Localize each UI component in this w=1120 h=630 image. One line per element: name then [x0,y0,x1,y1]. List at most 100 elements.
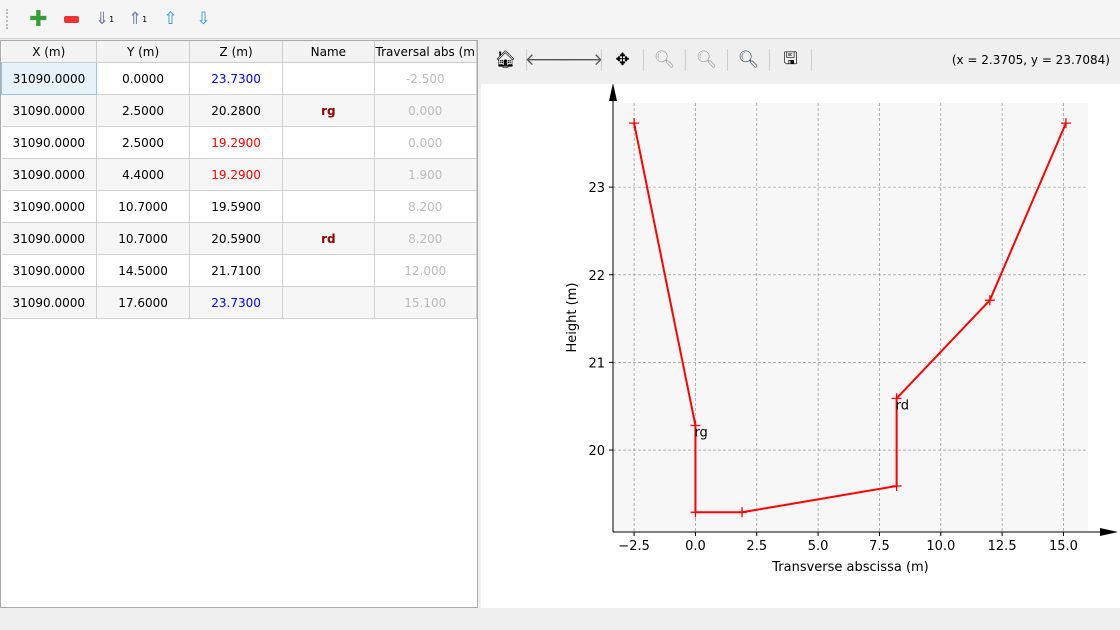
table-cell[interactable]: rg [282,94,375,127]
zoom-icon[interactable]: 🔍︎ [653,50,676,70]
table-cell[interactable]: 1.900 [374,158,478,191]
table-cell[interactable]: 4.4000 [96,158,191,191]
table-cell[interactable]: 0.000 [374,94,478,127]
table-cell[interactable]: 23.7300 [189,286,284,319]
table-row[interactable]: 31090.0000 10.7000 20.5900 rd 8.200 [1,222,478,255]
x-axis-arrow-icon [1100,528,1118,536]
table-cell[interactable]: 12.000 [374,254,478,287]
table-cell[interactable]: 19.2900 [189,158,284,191]
y-axis-arrow-icon [609,84,617,101]
table-cell[interactable]: 2.5000 [96,94,191,127]
table-cell[interactable]: 31090.0000 [1,126,98,159]
x-axis-label: Transverse abscissa (m) [771,560,929,575]
table-toolbar: ✚ ⇓ 1 ⇑ 1 ⇧ ⇩ [0,0,1120,39]
sort-descending-icon[interactable]: ⇑ 1 [127,9,148,29]
table-cell[interactable]: 31090.0000 [1,94,98,127]
table-cell[interactable]: 0.000 [374,126,478,159]
sort-ascending-icon[interactable]: ⇓ 1 [94,9,115,29]
plot-canvas[interactable]: −2.5 0.0 2.5 5.0 7.5 10.0 12.5 15.0 20 21 22 23 Tran… [481,84,1120,608]
points-table: X (m) Y (m) Z (m) Name Traversal abs (m 3109… [0,40,478,608]
table-cell[interactable]: 21.7100 [189,254,284,287]
table-cell[interactable]: rd [282,222,375,255]
table-cell[interactable]: 19.5900 [189,190,284,223]
forward-arrow-icon[interactable]: 🡒 [557,50,604,70]
table-cell[interactable] [282,158,375,191]
table-cell[interactable]: 15.100 [374,286,478,319]
table-cell[interactable]: 31090.0000 [0,62,98,95]
y-tick-label: 20 [588,444,605,459]
table-cell[interactable] [282,190,375,223]
table-cell[interactable] [282,62,375,95]
table-cell[interactable]: 2.5000 [96,126,191,159]
column-header[interactable]: Z (m) [189,41,284,63]
table-cell[interactable]: 20.5900 [189,222,284,255]
data-point-marker [1060,118,1071,129]
data-point-marker [690,507,701,518]
plot-area [613,103,1088,532]
x-tick-label: 15.0 [1049,539,1078,554]
table-cell[interactable]: 19.2900 [189,126,284,159]
column-header[interactable]: Y (m) [96,41,191,63]
column-header[interactable]: X (m) [1,41,98,63]
move-down-icon[interactable]: ⇩ [196,9,211,29]
table-cell[interactable]: 31090.0000 [1,158,98,191]
table-row[interactable]: 31090.0000 4.4000 19.2900 1.900 [1,158,478,191]
plot-panel: 🏠︎ 🡐 🡒 ✥ 🔍︎ 🔍︎ 🔍︎ 🖫 (x = 2.3705, y = 23.… [481,40,1120,608]
y-tick-label: 21 [588,356,605,371]
table-cell[interactable] [282,126,375,159]
table-cell[interactable]: 8.200 [374,190,478,223]
table-row[interactable]: 31090.0000 0.0000 23.7300 -2.500 [0,62,478,95]
move-up-icon[interactable]: ⇧ [163,9,178,29]
table-cell[interactable]: 10.7000 [96,190,191,223]
data-point-marker [737,507,748,518]
table-cell[interactable]: 8.200 [374,222,478,255]
table-cell[interactable]: 14.5000 [96,254,191,287]
data-point-marker [891,393,902,404]
table-cell[interactable]: -2.500 [374,62,478,95]
table-row[interactable]: 31090.0000 10.7000 19.5900 8.200 [1,190,478,223]
home-icon[interactable]: 🏠︎ [494,50,517,70]
table-cell[interactable]: 17.6000 [96,286,191,319]
table-cell[interactable] [282,254,375,287]
table-cell[interactable]: 20.2800 [189,94,284,127]
x-tick-label: 12.5 [988,539,1017,554]
table-cell[interactable]: 10.7000 [96,222,191,255]
data-point-marker [690,420,701,431]
zoom-fit-icon[interactable]: 🔍︎ [737,50,760,70]
toolbar-grip[interactable] [6,9,12,29]
y-tick-label: 23 [588,181,605,196]
pan-icon[interactable]: ✥ [615,50,630,70]
add-row-icon[interactable]: ✚ [29,6,48,32]
zoom-one-icon[interactable]: 🔍︎ [695,50,718,70]
y-axis-label: Height (m) [565,283,580,353]
x-tick-label: 0.0 [685,539,706,554]
point-label: rg [694,426,707,441]
remove-row-icon[interactable] [55,4,88,34]
chart-svg[interactable]: −2.5 0.0 2.5 5.0 7.5 10.0 12.5 15.0 20 21 22 23 Tran… [481,84,1120,608]
table-row[interactable]: 31090.0000 2.5000 20.2800 rg 0.000 [1,94,478,127]
table-row[interactable]: 31090.0000 17.6000 23.7300 15.100 [1,286,478,319]
back-arrow-icon[interactable]: 🡐 [524,50,571,70]
table-cell[interactable]: 31090.0000 [1,222,98,255]
table-cell[interactable]: 31090.0000 [1,286,98,319]
table-cell[interactable]: 23.7300 [189,62,284,95]
table-cell[interactable] [282,286,375,319]
data-point-marker [891,480,902,491]
x-tick-label: 2.5 [746,539,767,554]
point-label: rd [896,398,909,413]
column-header[interactable]: Name [282,41,375,63]
table-cell[interactable]: 31090.0000 [1,190,98,223]
table-row[interactable]: 31090.0000 2.5000 19.2900 0.000 [1,126,478,159]
x-tick-label: 10.0 [926,539,955,554]
table-cell[interactable]: 31090.0000 [1,254,98,287]
series-line [633,122,1067,514]
table-cell[interactable]: 0.0000 [96,62,191,95]
table-row[interactable]: 31090.0000 14.5000 21.7100 12.000 [1,254,478,287]
x-tick-label: 5.0 [808,539,829,554]
y-tick-label: 22 [588,269,605,284]
x-tick-label: 7.5 [869,539,890,554]
plot-toolbar: 🏠︎ 🡐 🡒 ✥ 🔍︎ 🔍︎ 🔍︎ 🖫 (x = 2.3705, y = 23.… [481,40,1120,80]
cursor-coordinates: (x = 2.3705, y = 23.7084) [951,53,1110,67]
column-header[interactable]: Traversal abs (m [374,41,478,63]
save-icon[interactable]: 🖫 [783,48,798,69]
